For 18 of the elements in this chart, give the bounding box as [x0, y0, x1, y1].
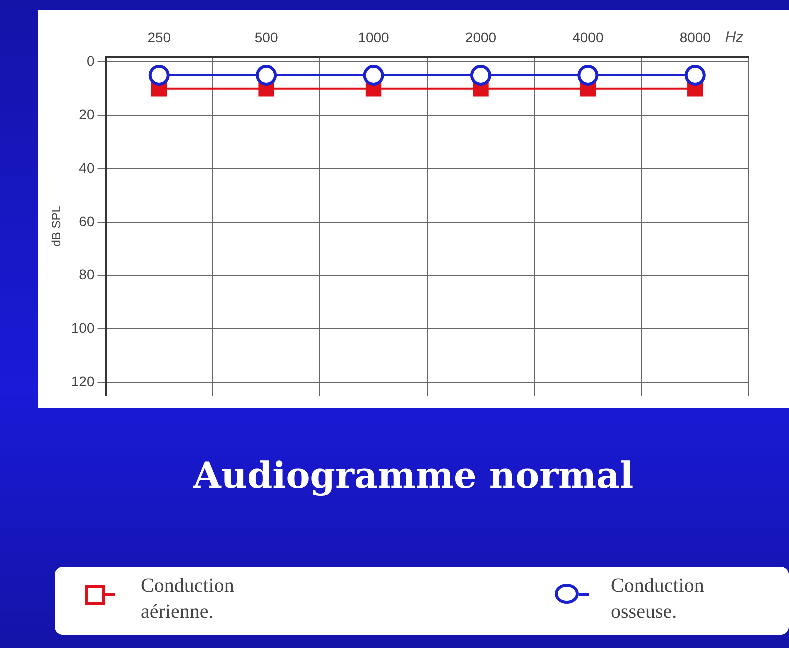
- y-tick-label: 20: [79, 106, 95, 122]
- x-tick-label: 500: [254, 29, 278, 46]
- legend-label: Conduction aérienne.: [141, 574, 236, 625]
- x-tick-label: 250: [148, 29, 172, 46]
- y-tick-label: 60: [79, 213, 95, 230]
- legend-label: Conduction osseuse.: [611, 574, 706, 625]
- y-tick-label: 120: [71, 374, 95, 390]
- x-tick-label: 4000: [572, 29, 604, 46]
- x-axis-title: Hz: [725, 28, 744, 46]
- y-axis-title: dB SPL: [50, 206, 64, 247]
- text: Audiogramme normal: [192, 455, 635, 497]
- y-tick-label: 40: [79, 160, 95, 176]
- y-tick-label: 100: [71, 320, 95, 336]
- y-tick-label: 0: [86, 53, 95, 69]
- x-tick-label: 1000: [358, 29, 390, 46]
- x-tick-label: 2000: [465, 29, 497, 46]
- y-tick-label: 80: [79, 266, 95, 283]
- x-tick-label: 8000: [680, 29, 712, 46]
